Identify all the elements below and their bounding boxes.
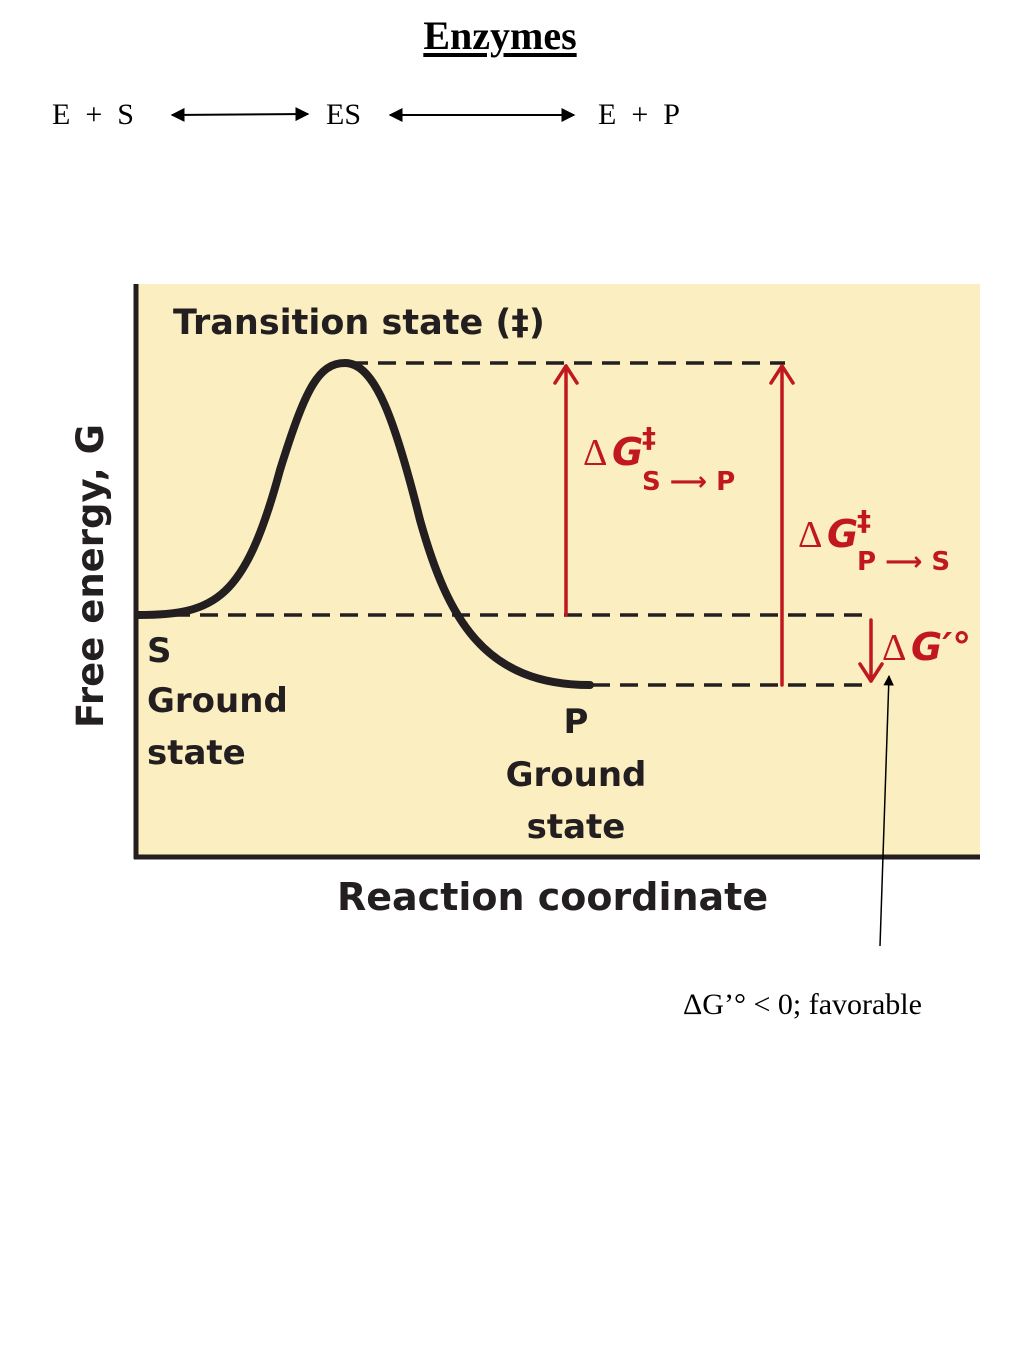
reverse-subscript: P ⟶ S: [857, 547, 950, 577]
standard-free-energy-label: Δ G′°: [882, 625, 971, 669]
substrate-symbol: S: [147, 631, 172, 671]
reverse-dagger: ‡: [857, 504, 871, 537]
equation-complex: ES: [326, 98, 362, 131]
product-state-line2: state: [527, 807, 626, 847]
equation-reactants: E + S: [52, 98, 134, 131]
forward-g: G: [612, 430, 643, 474]
forward-delta: Δ: [583, 432, 607, 474]
substrate-state-line1: Ground: [147, 681, 288, 721]
standard-g: G′°: [911, 625, 971, 669]
forward-dagger: ‡: [642, 421, 656, 454]
reverse-barrier-label: Δ G ‡ P ⟶ S: [798, 504, 950, 577]
page-title: Enzymes: [423, 13, 577, 58]
annotation-pointer: [879, 674, 894, 947]
standard-delta: Δ: [882, 627, 906, 669]
transition-state-label: Transition state (‡): [173, 303, 545, 343]
y-axis-label: Free energy, G: [69, 424, 112, 728]
product-symbol: P: [564, 702, 589, 742]
x-axis-label: Reaction coordinate: [337, 875, 768, 919]
equilibrium-arrow-1: [170, 107, 310, 122]
energy-curve: [134, 358, 594, 689]
product-state-line1: Ground: [506, 755, 647, 795]
reverse-g: G: [827, 512, 858, 556]
forward-barrier-label: Δ G ‡ S ⟶ P: [583, 421, 735, 497]
forward-subscript: S ⟶ P: [642, 467, 735, 497]
favorable-annotation: ΔG’° < 0; favorable: [683, 988, 922, 1021]
reverse-delta: Δ: [798, 514, 822, 556]
substrate-state-line2: state: [147, 733, 246, 773]
equation-products: E + P: [598, 98, 680, 131]
